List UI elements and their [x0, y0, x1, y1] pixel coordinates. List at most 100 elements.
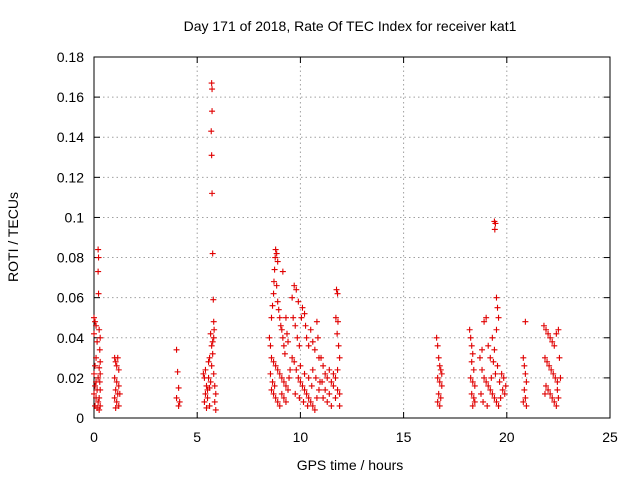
data-point	[334, 366, 341, 373]
data-point	[267, 370, 274, 377]
data-point	[206, 354, 213, 361]
x-tick-labels: 0 5 10 15 20 25	[90, 429, 618, 445]
grid-lines	[94, 57, 610, 418]
y-tick-label: 0.02	[57, 370, 84, 386]
data-point	[495, 402, 502, 409]
data-point	[278, 374, 285, 381]
data-point	[543, 326, 550, 333]
plot-frame	[93, 56, 611, 419]
data-point	[174, 368, 181, 375]
data-point	[274, 398, 281, 405]
data-point	[91, 370, 97, 377]
data-point	[435, 390, 442, 397]
data-point	[203, 404, 210, 411]
data-point	[332, 374, 339, 381]
data-point	[328, 378, 335, 385]
data-point	[545, 386, 552, 393]
data-point	[301, 386, 308, 393]
data-point	[274, 258, 281, 265]
data-point	[200, 370, 207, 377]
data-point	[479, 366, 486, 373]
data-point	[114, 354, 121, 361]
data-point	[209, 350, 216, 357]
data-point	[492, 220, 499, 227]
data-point	[202, 366, 209, 373]
data-point	[467, 334, 474, 341]
data-point	[434, 398, 441, 405]
data-point	[496, 378, 503, 385]
data-point	[95, 246, 102, 253]
data-point	[437, 366, 444, 373]
data-point	[277, 322, 284, 329]
data-point	[497, 394, 504, 401]
data-point	[332, 314, 339, 321]
x-tick-label: 10	[293, 429, 309, 445]
data-point	[205, 358, 212, 365]
data-point	[318, 354, 325, 361]
data-point	[469, 378, 476, 385]
data-point	[209, 108, 216, 115]
data-point	[320, 394, 327, 401]
data-point	[489, 334, 496, 341]
data-point	[286, 374, 293, 381]
data-point	[299, 304, 306, 311]
data-point	[305, 342, 312, 349]
data-point	[282, 398, 289, 405]
data-point	[176, 398, 183, 405]
data-point	[481, 374, 488, 381]
data-point	[308, 382, 315, 389]
data-point	[302, 322, 309, 329]
data-point	[112, 404, 119, 411]
data-point	[483, 378, 490, 385]
data-point	[301, 310, 308, 317]
data-point	[280, 342, 287, 349]
data-point	[271, 382, 278, 389]
data-point	[208, 342, 215, 349]
data-point	[204, 394, 211, 401]
data-point	[97, 402, 104, 409]
data-point	[336, 390, 343, 397]
data-point	[173, 346, 180, 353]
data-point	[545, 330, 552, 337]
y-tick-labels: 0 0.02 0.04 0.06 0.08 0.1 0.12 0.14 0.16 0.18	[57, 49, 84, 426]
data-point	[95, 254, 102, 261]
data-point	[499, 386, 506, 393]
data-point	[293, 366, 300, 373]
data-point	[546, 362, 553, 369]
data-point	[307, 398, 314, 405]
data-point	[283, 330, 290, 337]
data-point	[274, 298, 281, 305]
data-point	[485, 382, 492, 389]
data-point	[493, 294, 500, 301]
data-point	[552, 374, 559, 381]
data-point	[547, 334, 554, 341]
data-point	[175, 402, 182, 409]
data-point	[554, 378, 561, 385]
data-point	[541, 390, 548, 397]
data-point	[328, 402, 335, 409]
data-point	[93, 322, 100, 329]
data-point	[326, 366, 333, 373]
data-point	[268, 354, 275, 361]
data-point	[208, 80, 215, 87]
data-point	[480, 398, 487, 405]
data-point	[304, 402, 311, 409]
data-point	[96, 326, 103, 333]
data-point	[336, 354, 343, 361]
data-point	[330, 382, 337, 389]
y-axis-label: ROTI / TECUs	[5, 192, 21, 282]
data-point	[201, 398, 208, 405]
data-point	[210, 334, 217, 341]
x-axis-label: GPS time / hours	[297, 457, 404, 473]
data-point	[211, 326, 218, 333]
data-point	[479, 346, 486, 353]
y-tick-label: 0.08	[57, 250, 84, 266]
data-point	[270, 390, 277, 397]
data-point	[468, 342, 475, 349]
data-point	[271, 266, 278, 273]
data-point	[278, 326, 285, 333]
data-point	[208, 362, 215, 369]
data-point	[212, 406, 219, 413]
data-point	[553, 330, 560, 337]
